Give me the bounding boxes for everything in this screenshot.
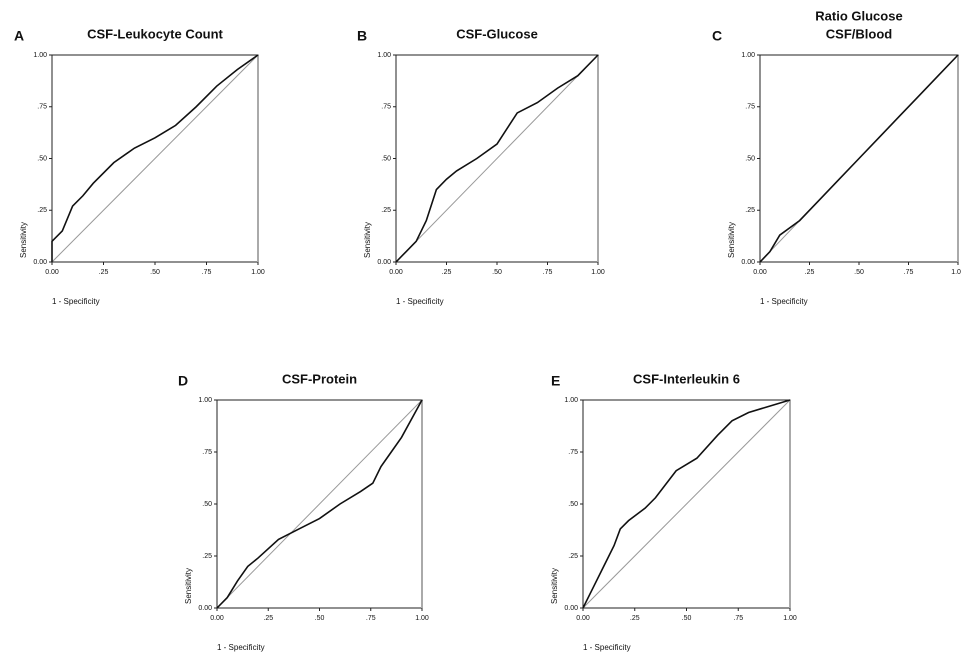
y-axis-label: Sensitivity [363, 222, 372, 258]
x-tick-label: 1.00 [783, 615, 797, 622]
y-tick-label: .75 [381, 104, 391, 111]
y-axis-label: Sensitivity [184, 568, 193, 604]
x-tick-label: 1.00 [951, 269, 961, 276]
x-axis-label: 1 - Specificity [760, 297, 808, 306]
y-axis-label: Sensitivity [19, 222, 28, 258]
x-tick-label: .75 [366, 615, 376, 622]
y-tick-label: .50 [202, 501, 212, 508]
y-tick-label: .50 [568, 501, 578, 508]
y-tick-label: 0.00 [198, 605, 212, 612]
x-tick-label: .50 [150, 269, 160, 276]
panel-letter: E [551, 373, 560, 389]
roc-curve [51, 54, 259, 262]
y-tick-label: 0.00 [564, 605, 578, 612]
y-tick-label: .50 [381, 155, 391, 162]
x-tick-label: .50 [315, 615, 325, 622]
x-tick-label: .50 [682, 615, 692, 622]
y-tick-label: 0.00 [377, 259, 391, 266]
y-tick-label: .75 [568, 449, 578, 456]
chart-title: Ratio Glucose [815, 8, 902, 23]
reference-line [395, 54, 599, 263]
chart-title: CSF-Leukocyte Count [87, 26, 223, 41]
x-axis-label: 1 - Specificity [583, 643, 631, 652]
reference-line [216, 399, 423, 609]
panel-letter: A [14, 28, 24, 44]
y-tick-label: .25 [37, 207, 47, 214]
y-tick-label: .75 [745, 104, 755, 111]
y-tick-label: .25 [568, 553, 578, 560]
y-tick-label: 1.00 [198, 397, 212, 404]
x-tick-label: 1.00 [591, 269, 605, 276]
x-axis-label: 1 - Specificity [396, 297, 444, 306]
x-tick-label: .25 [263, 615, 273, 622]
y-tick-label: .25 [202, 553, 212, 560]
x-tick-label: .25 [630, 615, 640, 622]
roc-curve [395, 54, 599, 263]
x-tick-label: .25 [99, 269, 109, 276]
panel-letter: C [712, 28, 722, 44]
y-tick-label: .25 [745, 207, 755, 214]
x-tick-label: 0.00 [576, 615, 590, 622]
roc-curve [759, 54, 959, 263]
y-tick-label: .50 [745, 155, 755, 162]
x-tick-label: 0.00 [210, 615, 224, 622]
y-tick-label: 1.00 [741, 52, 755, 59]
x-tick-label: .25 [442, 269, 452, 276]
y-tick-label: 1.00 [377, 52, 391, 59]
chart-title: CSF-Interleukin 6 [633, 371, 740, 386]
panel-letter: B [357, 28, 367, 44]
roc-curve [216, 399, 423, 609]
x-axis-label: 1 - Specificity [52, 297, 100, 306]
x-tick-label: .50 [492, 269, 502, 276]
y-axis-label: Sensitivity [550, 568, 559, 604]
y-tick-label: 1.00 [564, 397, 578, 404]
y-tick-label: 0.00 [741, 259, 755, 266]
x-tick-label: .25 [805, 269, 815, 276]
chart-title: CSF-Glucose [456, 26, 538, 41]
panel-letter: D [178, 373, 188, 389]
x-tick-label: 1.00 [251, 269, 265, 276]
chart-title: CSF/Blood [826, 26, 892, 41]
y-tick-label: .75 [37, 104, 47, 111]
x-tick-label: .50 [854, 269, 864, 276]
x-tick-label: .75 [733, 615, 743, 622]
y-tick-label: 1.00 [33, 52, 47, 59]
y-tick-label: .25 [381, 207, 391, 214]
x-tick-label: .75 [904, 269, 914, 276]
x-tick-label: .75 [202, 269, 212, 276]
x-tick-label: 0.00 [45, 269, 59, 276]
x-axis-label: 1 - Specificity [217, 643, 265, 652]
y-tick-label: .75 [202, 449, 212, 456]
x-tick-label: .75 [543, 269, 553, 276]
chart-title: CSF-Protein [282, 371, 357, 386]
reference-line [582, 399, 791, 609]
x-tick-label: 0.00 [389, 269, 403, 276]
x-tick-label: 0.00 [753, 269, 767, 276]
reference-line [51, 54, 259, 263]
y-axis-label: Sensitivity [727, 222, 736, 258]
roc-curve [582, 399, 791, 609]
y-tick-label: 0.00 [33, 259, 47, 266]
x-tick-label: 1.00 [415, 615, 429, 622]
y-tick-label: .50 [37, 155, 47, 162]
